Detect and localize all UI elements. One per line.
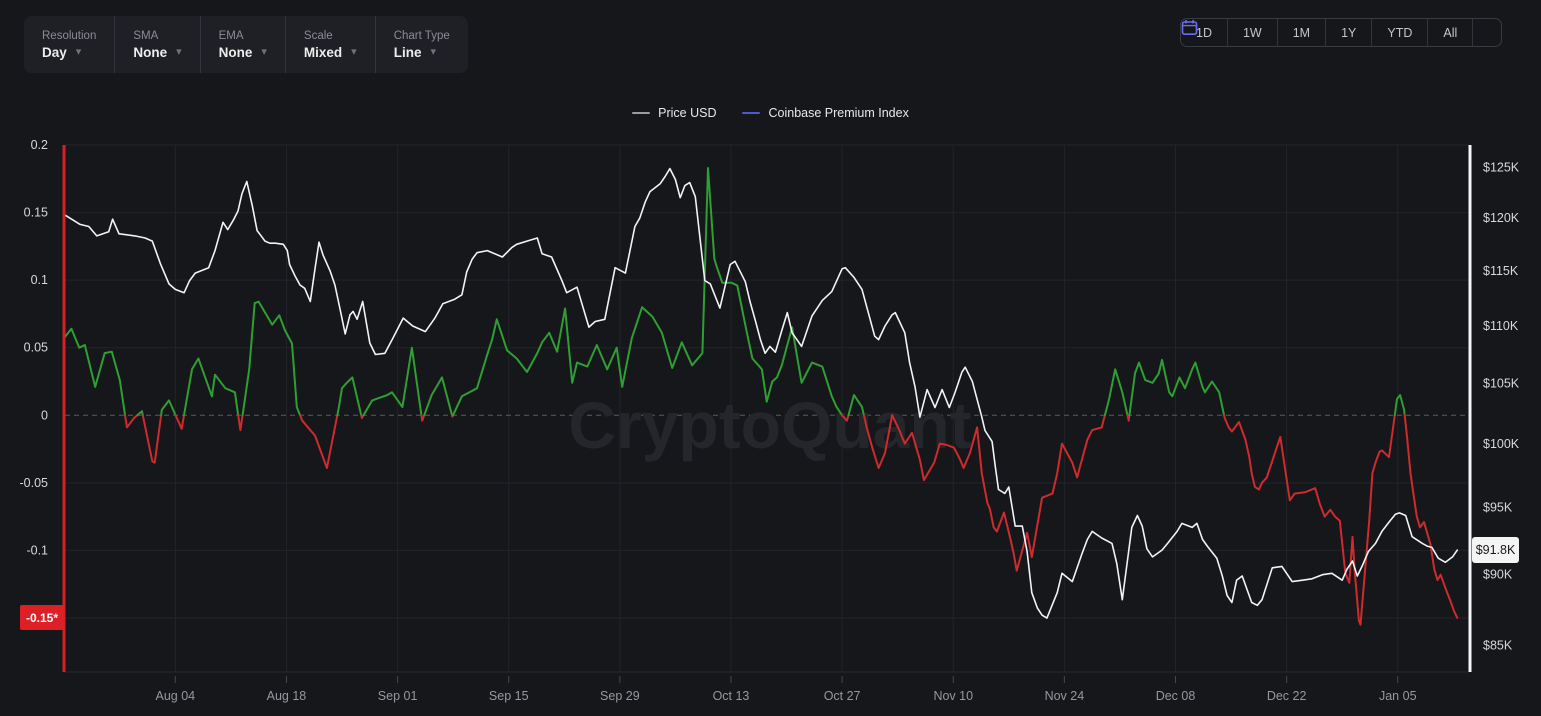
right-axis-tick-label: $120K (1483, 211, 1520, 225)
premium-index-line (124, 414, 139, 429)
premium-index-line (423, 376, 453, 417)
x-axis-label: Oct 13 (713, 689, 750, 703)
premium-index-line (862, 414, 894, 469)
premium-index-line (183, 357, 240, 417)
scale-label: Scale (303, 29, 333, 42)
sma-label: SMA (133, 29, 159, 42)
premium-index-line (847, 394, 865, 417)
range-1y-button[interactable]: 1Y (1325, 19, 1371, 46)
premium-index-line (136, 410, 144, 417)
range-1w-button[interactable]: 1W (1226, 19, 1277, 46)
resolution-value: Day (42, 44, 67, 60)
range-1m-button[interactable]: 1M (1276, 19, 1325, 46)
left-axis-tick-label: -0.05 (20, 476, 49, 490)
premium-index-line (1223, 414, 1396, 626)
calendar-picker-button[interactable] (1181, 19, 1501, 46)
range-all-button[interactable]: All (1427, 19, 1472, 46)
right-axis-tick-label: $105K (1483, 377, 1520, 391)
chart-type-dropdown[interactable]: Chart Type Line ▾ (374, 16, 468, 73)
chevron-down-icon: ▾ (75, 45, 82, 58)
premium-current-value-badge: -0.15* (20, 605, 64, 631)
resolution-label: Resolution (42, 29, 97, 42)
chevron-down-icon: ▾ (351, 45, 357, 58)
right-axis-tick-label: $115K (1483, 264, 1519, 278)
x-axis-label: Sep 15 (489, 689, 529, 703)
ema-label: EMA (218, 29, 244, 42)
chart-type-label: Chart Type (393, 29, 450, 42)
premium-index-line (420, 414, 426, 422)
right-axis-tick-label: $100K (1483, 437, 1520, 451)
premium-index-line (452, 167, 844, 417)
x-axis-label: Oct 27 (824, 689, 861, 703)
ema-value: None (218, 44, 253, 60)
x-axis-label: Dec 22 (1267, 689, 1307, 703)
premium-index-line (237, 414, 244, 432)
premium-index-line (174, 414, 185, 430)
premium-index-line (241, 300, 302, 417)
left-axis-tick-label: 0 (41, 408, 48, 422)
left-axis-tick-label: 0.05 (24, 341, 48, 355)
scale-dropdown[interactable]: Scale Mixed ▾ (284, 16, 375, 73)
calendar-icon (1181, 20, 1198, 35)
chevron-down-icon: ▾ (261, 45, 267, 58)
chart-settings-toolbar: Resolution Day ▾ SMA None ▾ EMA None ▾ Scal… (24, 16, 468, 73)
premium-index-line (841, 414, 850, 422)
x-axis-label: Aug 18 (267, 689, 307, 703)
price-usd-line (64, 167, 1459, 619)
premium-index-line (360, 414, 365, 419)
x-axis-label: Sep 29 (600, 689, 640, 703)
premium-index-line (362, 346, 423, 417)
left-axis-tick-label: -0.1 (26, 543, 48, 557)
premium-index-line (64, 327, 127, 417)
right-axis-tick-label: $90K (1483, 568, 1513, 582)
price-current-value-badge: $91.8K (1472, 537, 1519, 564)
right-axis-tick-label: $125K (1483, 161, 1520, 175)
sma-dropdown[interactable]: SMA None ▾ (114, 16, 199, 73)
right-axis-line (1468, 145, 1472, 672)
premium-index-line (1393, 394, 1406, 417)
chart-type-value: Line (393, 44, 422, 60)
sma-value: None (133, 44, 168, 60)
resolution-dropdown[interactable]: Resolution Day ▾ (24, 16, 114, 73)
premium-index-line (336, 376, 363, 417)
premium-index-line (1403, 414, 1459, 619)
premium-index-line (891, 414, 1106, 572)
x-axis-label: Aug 04 (156, 689, 196, 703)
right-axis-tick-label: $95K (1483, 501, 1513, 515)
premium-index-line (1128, 358, 1226, 417)
premium-index-line (299, 414, 339, 469)
left-axis-tick-label: 0.15 (24, 206, 48, 220)
premium-index-line (1126, 414, 1131, 422)
premium-index-line (1103, 368, 1129, 417)
premium-index-line (141, 414, 163, 464)
ema-dropdown[interactable]: EMA None ▾ (199, 16, 285, 73)
chevron-down-icon: ▾ (176, 45, 182, 58)
premium-index-line (160, 399, 177, 417)
scale-value: Mixed (303, 44, 343, 60)
left-axis-line (62, 145, 66, 672)
right-axis-tick-label: $85K (1483, 638, 1513, 652)
cryptoquant-watermark: CryptoQuant (568, 388, 971, 462)
x-axis-label: Nov 10 (933, 689, 973, 703)
x-axis-label: Sep 01 (378, 689, 418, 703)
chevron-down-icon: ▾ (430, 45, 436, 58)
x-axis-label: Jan 05 (1379, 689, 1417, 703)
range-1d-button[interactable]: 1D (1196, 25, 1212, 40)
left-axis-tick-label: 0.1 (31, 273, 48, 287)
range-ytd-button[interactable]: YTD (1371, 19, 1427, 46)
right-axis-tick-label: $110K (1483, 319, 1519, 333)
left-axis-tick-label: 0.2 (31, 138, 48, 152)
x-axis-label: Nov 24 (1045, 689, 1085, 703)
x-axis-label: Dec 08 (1156, 689, 1196, 703)
date-range-selector: 1D 1W 1M 1Y YTD All (1180, 18, 1503, 47)
